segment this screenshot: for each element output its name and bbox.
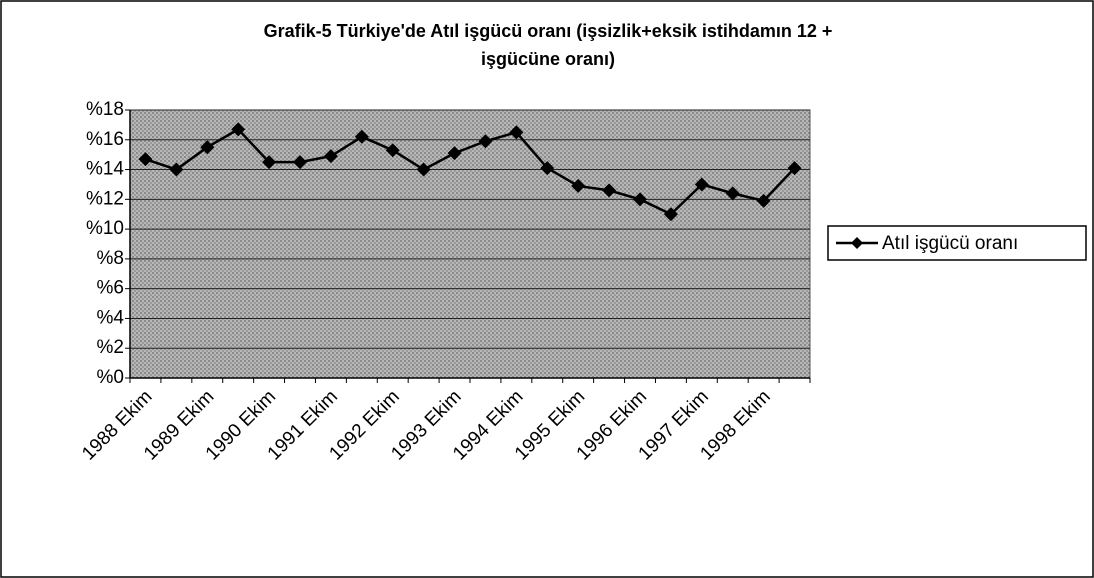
marker bbox=[169, 162, 184, 177]
marker bbox=[262, 155, 277, 170]
chart-title: Grafik-5 Türkiye'de Atıl işgücü oranı (i… bbox=[264, 21, 833, 41]
y-tick-label: %14 bbox=[86, 159, 124, 180]
chart-title: işgücüne oranı) bbox=[481, 49, 615, 69]
y-tick-label: %4 bbox=[97, 307, 125, 328]
marker bbox=[756, 193, 771, 208]
y-tick-label: %18 bbox=[86, 99, 124, 120]
y-tick-label: %2 bbox=[97, 337, 124, 358]
marker bbox=[416, 162, 431, 177]
marker bbox=[602, 183, 617, 198]
marker bbox=[571, 178, 586, 193]
marker bbox=[478, 134, 493, 149]
marker bbox=[787, 161, 802, 176]
y-tick-label: %8 bbox=[97, 248, 124, 269]
plot-area bbox=[129, 109, 811, 379]
marker bbox=[663, 207, 678, 222]
y-tick-label: %12 bbox=[86, 188, 124, 209]
marker bbox=[694, 177, 709, 192]
marker bbox=[385, 143, 400, 158]
series-line bbox=[145, 127, 796, 216]
legend-marker bbox=[851, 237, 863, 249]
y-tick-label: %0 bbox=[97, 367, 124, 388]
marker bbox=[323, 149, 338, 164]
marker bbox=[509, 125, 524, 140]
legend: Atıl işgücü oranı bbox=[827, 225, 1087, 261]
y-tick-label: %16 bbox=[86, 129, 124, 150]
marker bbox=[293, 155, 307, 170]
y-tick-label: %10 bbox=[86, 218, 124, 239]
marker bbox=[725, 186, 740, 201]
marker bbox=[447, 146, 462, 161]
marker bbox=[200, 140, 215, 155]
marker bbox=[633, 192, 647, 207]
y-tick-label: %6 bbox=[97, 278, 124, 299]
marker bbox=[231, 122, 246, 137]
marker bbox=[354, 129, 369, 144]
marker bbox=[540, 161, 555, 176]
legend-label: Atıl işgücü oranı bbox=[882, 233, 1018, 254]
marker bbox=[138, 152, 153, 167]
